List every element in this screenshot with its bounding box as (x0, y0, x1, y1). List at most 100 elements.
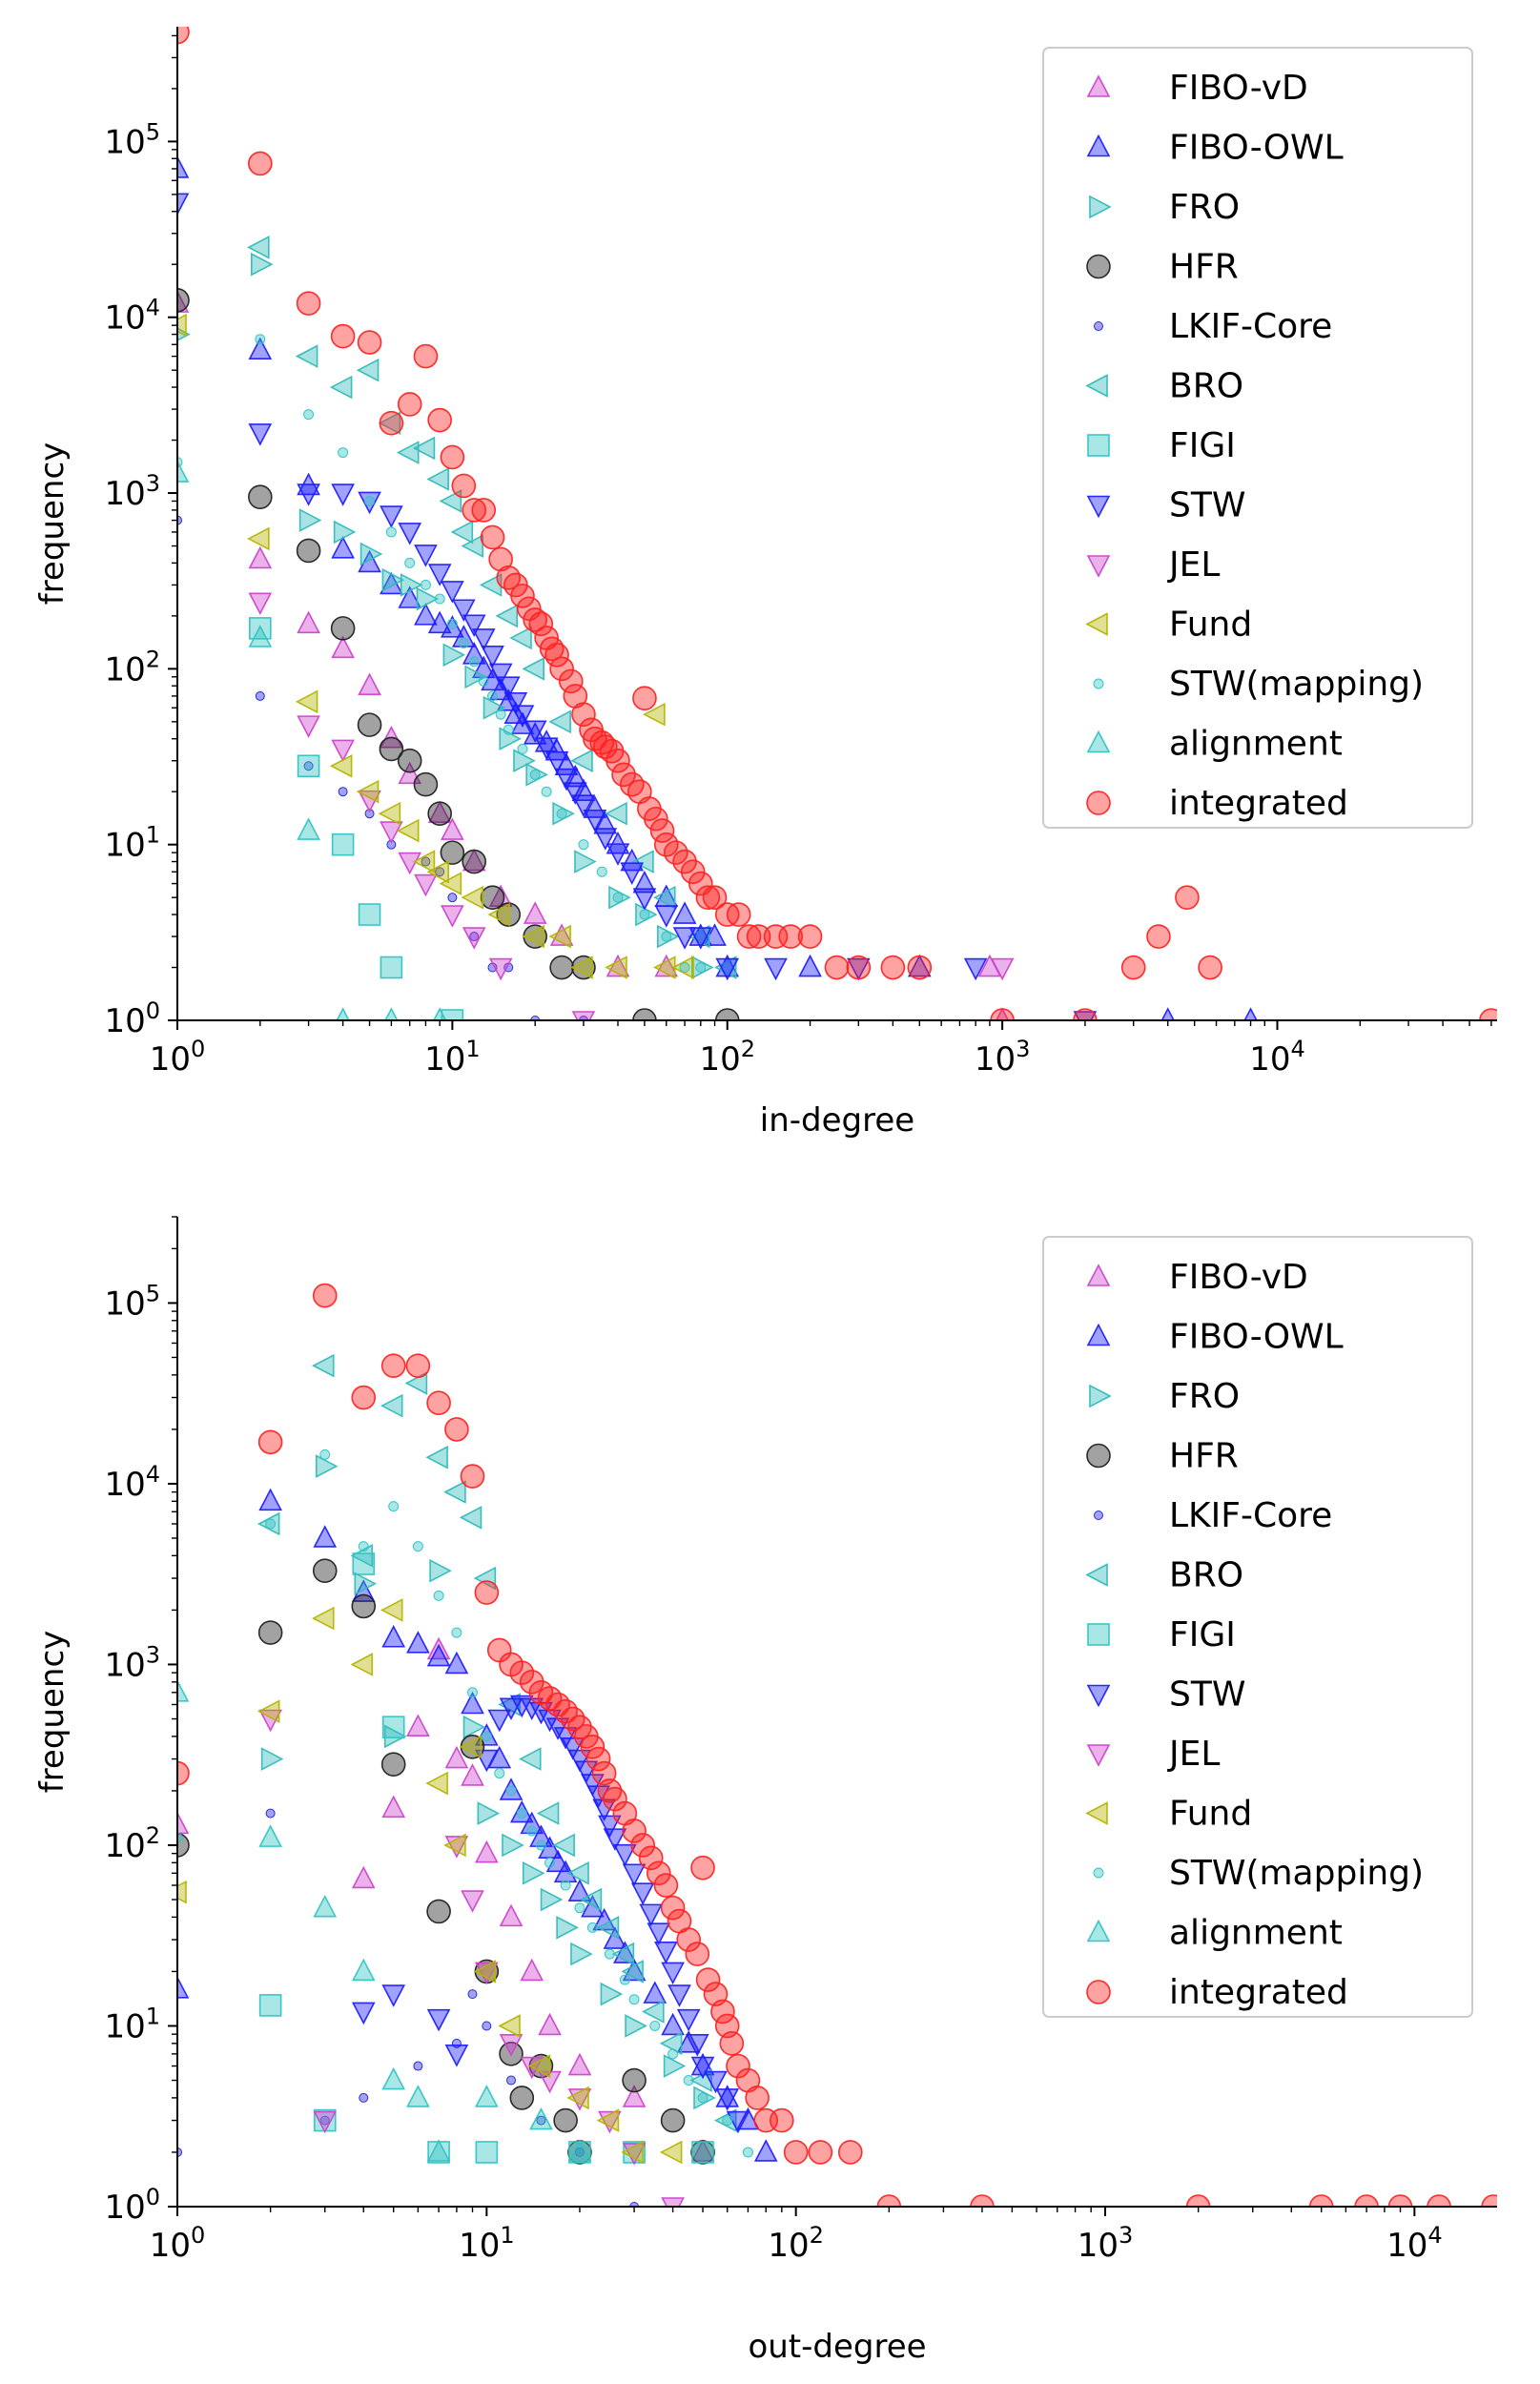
data-point (412, 436, 436, 461)
data-point (496, 902, 522, 927)
data-point (381, 1795, 406, 1819)
data-point (298, 508, 322, 532)
data-point (303, 761, 314, 771)
data-point (494, 1768, 505, 1779)
data-point (379, 736, 404, 762)
data-point (247, 236, 270, 259)
legend-label: STW (1169, 1675, 1245, 1715)
data-point (695, 885, 721, 910)
data-point (783, 2140, 809, 2165)
series-fro (260, 1454, 716, 2110)
data-point (257, 1620, 283, 1645)
data-point (380, 821, 403, 844)
data-point (566, 2086, 589, 2110)
data-point (297, 483, 320, 506)
data-point (296, 538, 321, 564)
data-point (487, 1709, 512, 1733)
data-point (688, 927, 713, 950)
data-point (297, 610, 320, 634)
series-stw-mapping- (177, 1449, 753, 2158)
data-point (608, 885, 631, 910)
data-point (257, 1699, 280, 1723)
data-point (432, 1007, 447, 1020)
series-fund (177, 1598, 683, 2165)
data-point (1354, 2194, 1379, 2207)
data-point (444, 1651, 469, 1675)
data-point (426, 859, 449, 884)
data-point (695, 962, 707, 974)
data-point (421, 856, 431, 867)
data-point (471, 628, 496, 651)
series-fibo-owl (177, 1488, 778, 2162)
y-axis-label: frequency (33, 1631, 72, 1794)
data-point (312, 1283, 338, 1308)
data-point (1185, 2194, 1211, 2207)
series-fibo-vd (177, 290, 1010, 1020)
series-integrated (177, 1283, 1497, 2207)
data-point (605, 956, 627, 979)
series-alignment (177, 460, 447, 1020)
legend-label: STW (1169, 486, 1245, 525)
data-point (517, 743, 528, 754)
data-point (671, 956, 694, 979)
data-point (745, 2086, 770, 2110)
data-point (534, 730, 559, 752)
data-point (596, 866, 607, 877)
data-point (351, 1593, 377, 1619)
data-point (1308, 2194, 1334, 2207)
data-point (380, 956, 403, 979)
data-point (499, 2034, 524, 2057)
data-point (522, 1861, 545, 1885)
data-point (265, 1808, 276, 1819)
data-point (667, 1984, 691, 2007)
data-point (319, 2115, 330, 2126)
data-point (503, 692, 528, 715)
y-tick-label: 105 (104, 118, 160, 161)
legend-item: BRO (1085, 1556, 1243, 1595)
legend-item: FIGI (1087, 426, 1236, 465)
data-point (649, 818, 675, 843)
data-point (444, 2045, 469, 2067)
x-tick-label: 103 (975, 1036, 1031, 1079)
data-point (443, 1480, 466, 1504)
legend-marker (1086, 555, 1111, 578)
data-point (378, 411, 401, 436)
legend-label: FRO (1169, 1377, 1240, 1416)
data-point (635, 902, 658, 927)
data-point (405, 1353, 431, 1378)
data-point (592, 1907, 616, 1931)
data-point (963, 957, 988, 981)
data-point (460, 1464, 485, 1489)
data-point (583, 795, 607, 818)
legend-item: Fund (1085, 1795, 1252, 1834)
data-point (710, 1999, 735, 2024)
data-point (499, 1903, 524, 1927)
data-point (483, 695, 506, 720)
x-tick-label: 100 (150, 2222, 206, 2265)
data-point (380, 1752, 406, 1778)
data-point (629, 2202, 640, 2207)
data-point (426, 1899, 451, 1924)
y-tick-label: 100 (104, 997, 160, 1040)
data-point (516, 1808, 527, 1819)
data-point (753, 2139, 778, 2162)
chart-panel-in-degree: 100 101 102 103 104 100 101 102 103 104 105 in-deg… (33, 27, 1497, 1140)
data-point (447, 893, 458, 903)
legend-label: HFR (1169, 248, 1239, 287)
data-point (358, 549, 381, 573)
data-point (552, 801, 575, 826)
data-point (451, 599, 476, 622)
data-point (413, 2061, 423, 2071)
data-point (398, 586, 422, 608)
y-tick-label: 103 (104, 1641, 160, 1684)
data-point (462, 614, 486, 638)
data-point (313, 2110, 338, 2134)
data-point (458, 637, 469, 648)
legend-marker (1089, 195, 1112, 219)
data-point (519, 1747, 542, 1771)
data-point (383, 1724, 407, 1749)
y-tick-label: 104 (104, 1461, 160, 1504)
data-point (380, 1393, 403, 1418)
data-point (676, 1927, 701, 1952)
